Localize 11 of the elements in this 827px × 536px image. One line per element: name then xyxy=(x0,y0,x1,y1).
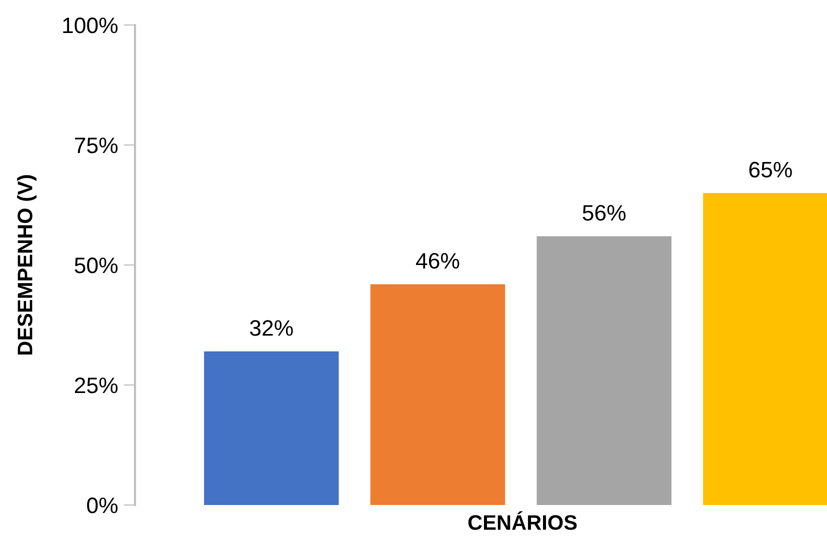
y-axis-title: DESEMPENHO (V) xyxy=(17,175,36,354)
x-axis-title: CENÁRIOS xyxy=(468,511,577,530)
y-tick-label: 75% xyxy=(74,138,118,154)
y-tick-label: 50% xyxy=(74,258,118,274)
data-label: 56% xyxy=(582,204,626,221)
data-label: 65% xyxy=(749,162,792,178)
y-tick-label: 25% xyxy=(74,378,118,394)
data-label: 32% xyxy=(250,320,293,336)
y-tick-label: 100% xyxy=(63,18,118,34)
data-label: 46% xyxy=(416,252,460,269)
y-tick-label: 0% xyxy=(87,498,118,514)
